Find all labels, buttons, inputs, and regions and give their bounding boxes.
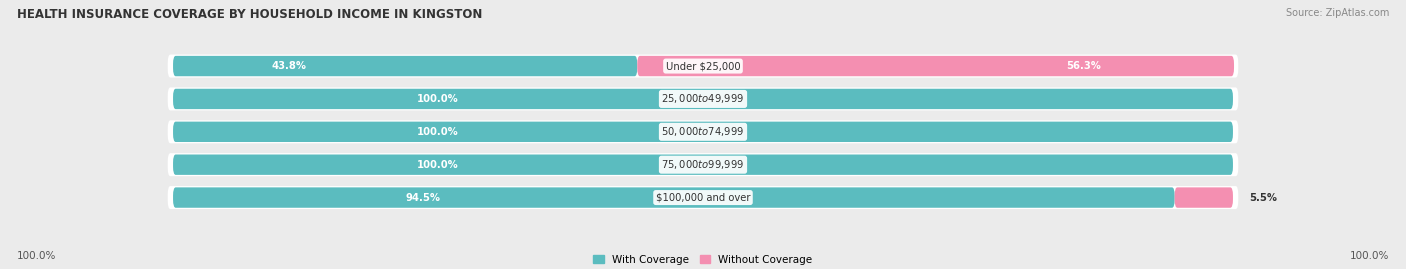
Text: 100.0%: 100.0% [418, 160, 458, 170]
Text: Under $25,000: Under $25,000 [665, 61, 741, 71]
FancyBboxPatch shape [167, 87, 1239, 111]
Text: 56.3%: 56.3% [1066, 61, 1101, 71]
Text: $25,000 to $49,999: $25,000 to $49,999 [661, 93, 745, 105]
Legend: With Coverage, Without Coverage: With Coverage, Without Coverage [593, 255, 813, 265]
FancyBboxPatch shape [167, 186, 1239, 209]
Text: 100.0%: 100.0% [1350, 251, 1389, 261]
FancyBboxPatch shape [173, 187, 1174, 208]
Text: HEALTH INSURANCE COVERAGE BY HOUSEHOLD INCOME IN KINGSTON: HEALTH INSURANCE COVERAGE BY HOUSEHOLD I… [17, 8, 482, 21]
FancyBboxPatch shape [637, 56, 1234, 76]
FancyBboxPatch shape [167, 153, 1239, 176]
Text: 100.0%: 100.0% [418, 127, 458, 137]
Text: 100.0%: 100.0% [418, 94, 458, 104]
FancyBboxPatch shape [167, 55, 1239, 77]
FancyBboxPatch shape [173, 154, 1233, 175]
FancyBboxPatch shape [167, 120, 1239, 143]
FancyBboxPatch shape [173, 89, 1233, 109]
FancyBboxPatch shape [173, 122, 1233, 142]
Text: 5.5%: 5.5% [1249, 193, 1277, 203]
Text: $75,000 to $99,999: $75,000 to $99,999 [661, 158, 745, 171]
FancyBboxPatch shape [1174, 187, 1233, 208]
Text: 100.0%: 100.0% [17, 251, 56, 261]
FancyBboxPatch shape [173, 56, 637, 76]
Text: $50,000 to $74,999: $50,000 to $74,999 [661, 125, 745, 138]
Text: $100,000 and over: $100,000 and over [655, 193, 751, 203]
Text: 94.5%: 94.5% [406, 193, 441, 203]
Text: Source: ZipAtlas.com: Source: ZipAtlas.com [1285, 8, 1389, 18]
Text: 43.8%: 43.8% [271, 61, 307, 71]
